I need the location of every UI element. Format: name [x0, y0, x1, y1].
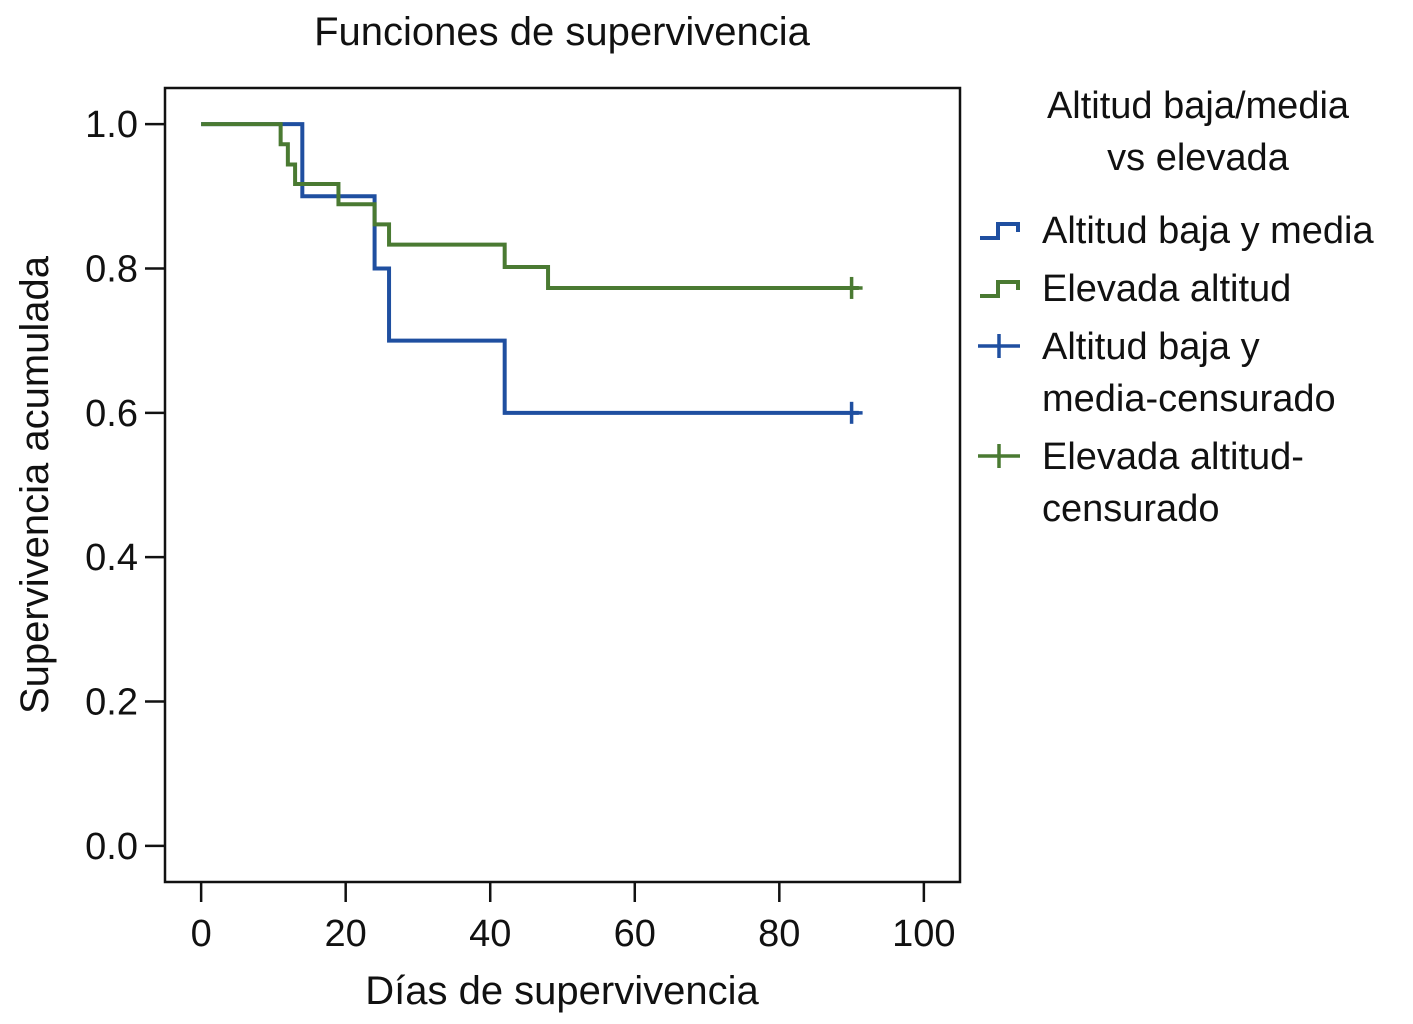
legend-label: Altitud baja y — [1042, 326, 1260, 368]
x-tick-label: 40 — [469, 913, 511, 955]
chart-title: Funciones de supervivencia — [314, 10, 811, 54]
y-tick-label: 0.0 — [85, 826, 138, 868]
plot-frame — [163, 86, 962, 884]
legend-label: Elevada altitud — [1042, 268, 1291, 310]
series-line-1 — [201, 122, 859, 290]
x-tick-label: 100 — [892, 913, 955, 955]
y-tick-label: 0.6 — [85, 393, 138, 435]
y-tick-label: 1.0 — [85, 104, 138, 146]
y-axis-label: Supervivencia acumulada — [13, 255, 57, 714]
legend-line-swatch — [980, 222, 1020, 240]
x-tick-label: 0 — [191, 913, 212, 955]
legend-label: censurado — [1042, 488, 1219, 530]
y-tick-label: 0.8 — [85, 248, 138, 290]
y-tick-label: 0.4 — [85, 537, 138, 579]
legend: Altitud baja/media vs elevada Altitud baja… — [978, 85, 1374, 530]
legend-line-swatch — [980, 280, 1020, 298]
x-tick-label: 80 — [758, 913, 800, 955]
plot-series — [201, 122, 863, 424]
legend-label: media-censurado — [1042, 378, 1336, 420]
x-axis: 0 20 40 60 80 100 — [191, 882, 956, 955]
legend-label: Altitud baja y media — [1042, 210, 1374, 252]
y-tick-label: 0.2 — [85, 682, 138, 724]
legend-title: vs elevada — [1107, 137, 1290, 179]
x-tick-label: 60 — [614, 913, 656, 955]
legend-title: Altitud baja/media — [1047, 85, 1350, 127]
x-tick-label: 20 — [325, 913, 367, 955]
x-axis-label: Días de supervivencia — [365, 969, 759, 1013]
y-axis: 0.0 0.2 0.4 0.6 0.8 1.0 — [85, 104, 165, 868]
series-line-0 — [201, 122, 859, 415]
legend-label: Elevada altitud- — [1042, 436, 1304, 478]
